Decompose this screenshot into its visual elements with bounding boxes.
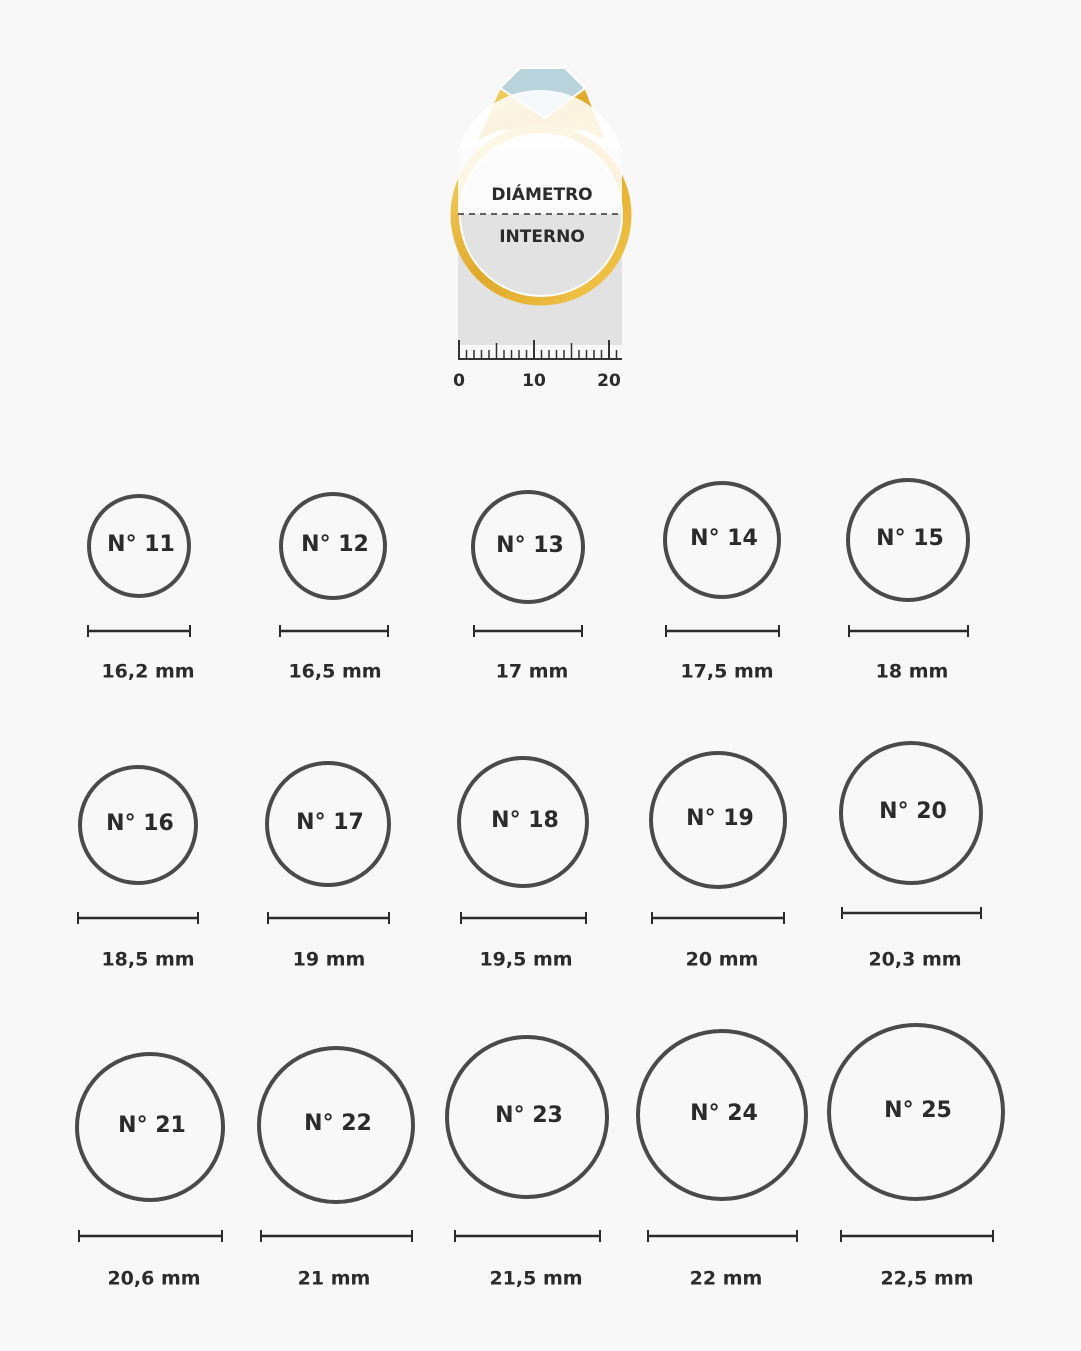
size-label: N° 22 (304, 1111, 372, 1136)
ring-inner-top (458, 89, 622, 214)
size-label: N° 14 (690, 526, 758, 551)
size-circle (827, 1023, 1005, 1201)
size-item: N° 21 20,6 mm (75, 1052, 225, 1290)
size-item: N° 13 17 mm (471, 490, 585, 683)
size-label: N° 16 (106, 811, 174, 836)
size-circle (649, 751, 787, 889)
size-label: N° 19 (686, 806, 754, 831)
size-circle (846, 478, 970, 602)
size-circle (839, 741, 983, 885)
size-measure: 16,2 mm (101, 661, 194, 683)
size-measure: 22,5 mm (880, 1268, 973, 1290)
bottom-label: INTERNO (499, 227, 585, 247)
size-measure: 17,5 mm (680, 661, 773, 683)
size-circle (279, 492, 387, 600)
size-circle (457, 756, 589, 888)
size-measure: 18 mm (876, 661, 949, 683)
size-item: N° 11 16,2 mm (87, 494, 195, 683)
size-label: N° 18 (491, 808, 559, 833)
size-label: N° 13 (496, 533, 564, 558)
size-circle (663, 481, 781, 599)
size-circle (87, 494, 191, 598)
size-measure: 19 mm (293, 949, 366, 971)
size-measure: 20,3 mm (868, 949, 961, 971)
size-item: N° 12 16,5 mm (279, 492, 389, 683)
size-measure: 19,5 mm (479, 949, 572, 971)
ruler-tick-label: 20 (597, 371, 621, 391)
size-circle (78, 765, 198, 885)
size-item: N° 22 21 mm (257, 1046, 415, 1290)
size-item: N° 17 19 mm (265, 761, 391, 971)
size-label: N° 21 (118, 1113, 186, 1138)
size-grid: N° 11 16,2 mm N° 12 16,5 mm N° 13 17 mm N° 14 1… (75, 478, 1005, 1290)
size-item: N° 25 22,5 mm (827, 1023, 1005, 1290)
size-item: N° 14 17,5 mm (663, 481, 781, 683)
size-label: N° 20 (879, 799, 947, 824)
size-measure: 18,5 mm (101, 949, 194, 971)
size-item: N° 16 18,5 mm (77, 765, 199, 971)
size-circle (265, 761, 391, 887)
ruler-tick-label: 10 (522, 371, 546, 391)
size-label: N° 17 (296, 810, 364, 835)
size-circle (636, 1029, 808, 1201)
size-item: N° 15 18 mm (846, 478, 970, 683)
size-item: N° 20 20,3 mm (839, 741, 983, 971)
ring-illustration: DIÁMETRO INTERNO 0 10 20 (450, 67, 632, 391)
size-label: N° 12 (301, 532, 369, 557)
size-measure: 21 mm (298, 1268, 371, 1290)
size-measure: 20,6 mm (107, 1268, 200, 1290)
size-item: N° 19 20 mm (649, 751, 787, 971)
size-measure: 20 mm (686, 949, 759, 971)
size-item: N° 23 21,5 mm (445, 1035, 609, 1290)
size-measure: 16,5 mm (288, 661, 381, 683)
size-circle (445, 1035, 609, 1199)
size-item: N° 18 19,5 mm (457, 756, 589, 971)
size-item: N° 24 22 mm (636, 1029, 808, 1290)
ruler-tick-label: 0 (453, 371, 465, 391)
size-label: N° 25 (884, 1098, 952, 1123)
size-measure: 17 mm (496, 661, 569, 683)
size-label: N° 11 (107, 532, 175, 557)
size-measure: 21,5 mm (489, 1268, 582, 1290)
size-label: N° 24 (690, 1101, 758, 1126)
size-circle (471, 490, 585, 604)
size-circle (75, 1052, 225, 1202)
size-label: N° 23 (495, 1103, 563, 1128)
size-circle (257, 1046, 415, 1204)
size-measure: 22 mm (690, 1268, 763, 1290)
size-label: N° 15 (876, 526, 944, 551)
ruler: 0 10 20 (453, 340, 622, 391)
top-label: DIÁMETRO (491, 183, 592, 205)
